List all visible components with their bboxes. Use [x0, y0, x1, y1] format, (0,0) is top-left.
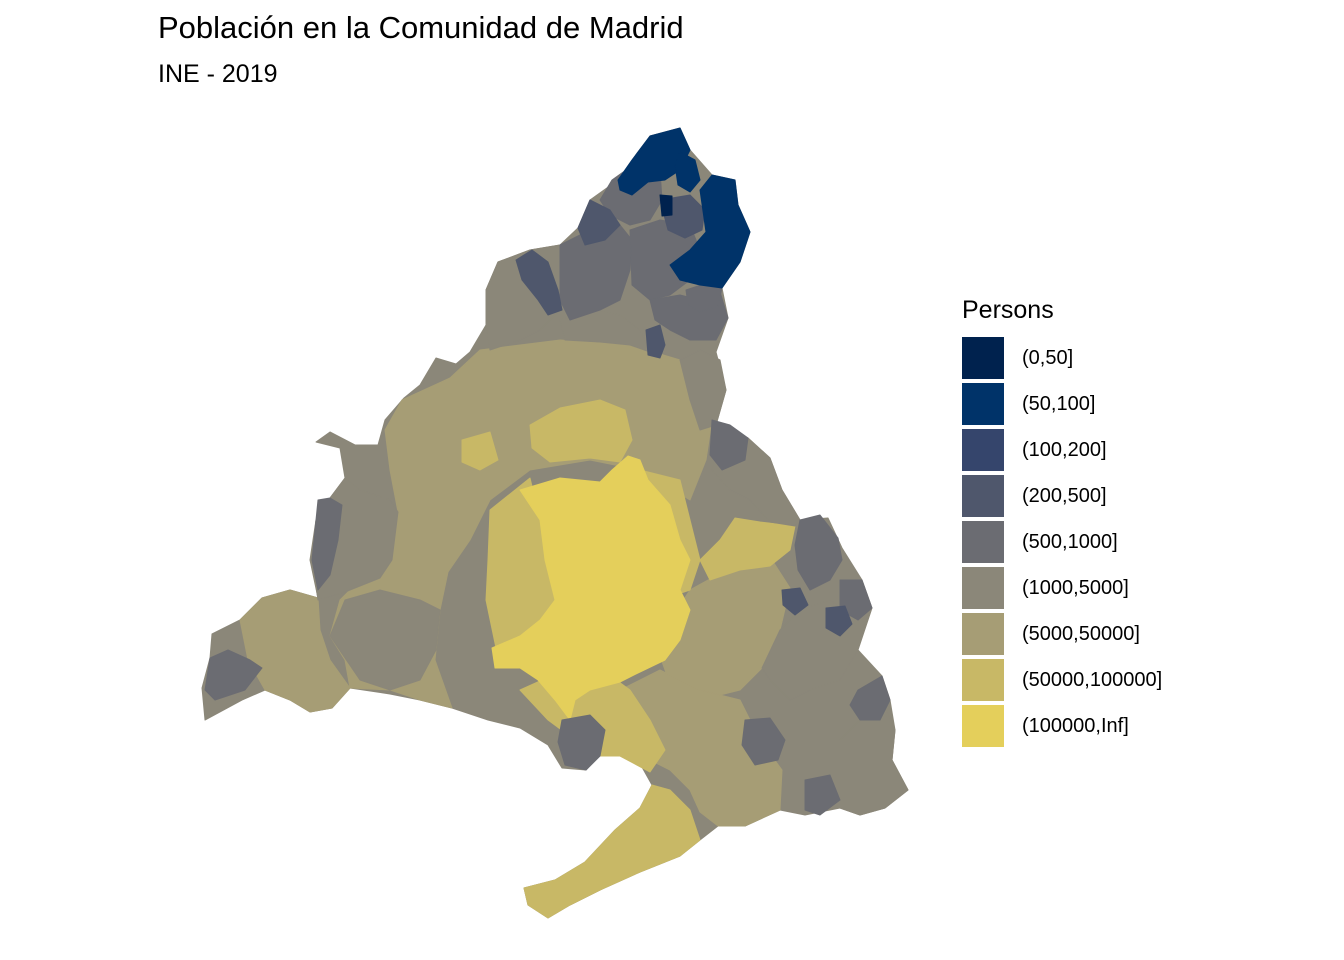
map-region [849, 675, 891, 721]
legend-label: (0,50] [1022, 346, 1074, 369]
legend-item: (100,200] [962, 427, 1162, 473]
legend-swatch [962, 475, 1004, 517]
map-region [523, 784, 701, 919]
map-region [645, 324, 666, 359]
legend-swatch [962, 613, 1004, 655]
map-region [515, 249, 563, 316]
legend-label: (100,200] [1022, 438, 1107, 461]
legend-item: (5000,50000] [962, 611, 1162, 657]
map-region [329, 589, 441, 691]
map-region [804, 774, 841, 816]
legend-swatch [962, 429, 1004, 471]
legend-item: (500,1000] [962, 519, 1162, 565]
legend-swatch [962, 705, 1004, 747]
map-region [709, 419, 749, 471]
legend-item: (50000,100000] [962, 657, 1162, 703]
legend-swatch [962, 567, 1004, 609]
legend-label: (200,500] [1022, 484, 1107, 507]
map-subtitle: INE - 2019 [158, 60, 278, 88]
legend-item: (200,500] [962, 473, 1162, 519]
map-region [679, 349, 727, 431]
legend-items: (0,50] (50,100] (100,200] (200,500] (500,100… [962, 335, 1162, 749]
legend-title: Persons [962, 296, 1054, 324]
legend-swatch [962, 659, 1004, 701]
legend-swatch [962, 337, 1004, 379]
map-region [669, 174, 751, 289]
legend-label: (5000,50000] [1022, 622, 1140, 645]
map-region [674, 151, 701, 193]
legend: Persons (0,50] (50,100] (100,200] (200,500]… [962, 296, 1162, 749]
legend-label: (500,1000] [1022, 530, 1118, 553]
map-region [619, 669, 783, 827]
map-region [239, 589, 351, 713]
map-region [794, 514, 843, 591]
legend-label: (50,100] [1022, 392, 1096, 415]
legend-label: (100000,Inf] [1022, 714, 1129, 737]
map-region [461, 431, 499, 471]
legend-swatch [962, 521, 1004, 563]
legend-item: (100000,Inf] [962, 703, 1162, 749]
map-region [204, 649, 263, 701]
legend-label: (50000,100000] [1022, 668, 1163, 691]
map-title: Población en la Comunidad de Madrid [158, 10, 684, 45]
map-region [741, 717, 786, 766]
legend-item: (1000,5000] [962, 565, 1162, 611]
map-region [577, 199, 621, 246]
legend-swatch [962, 383, 1004, 425]
legend-item: (0,50] [962, 335, 1162, 381]
map-region [659, 194, 673, 217]
map-region [781, 587, 809, 616]
legend-label: (1000,5000] [1022, 576, 1129, 599]
legend-item: (50,100] [962, 381, 1162, 427]
map-region [699, 517, 796, 581]
map-region [557, 714, 606, 771]
map-region [529, 399, 633, 463]
map-region [311, 497, 343, 591]
map-region [839, 579, 873, 621]
map-region [491, 455, 691, 721]
map-region [825, 605, 853, 637]
